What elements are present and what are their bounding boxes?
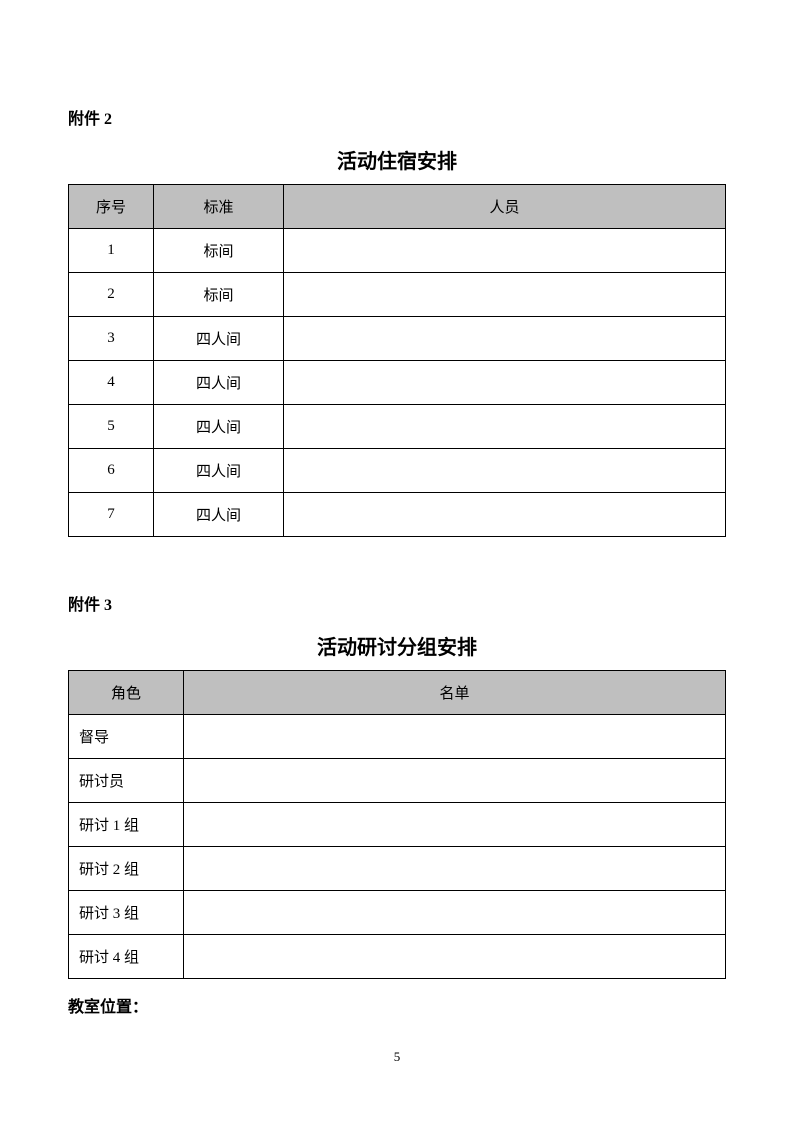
page-number: 5 [0,1049,794,1065]
cell-personnel [284,449,726,493]
cell-personnel [284,493,726,537]
classroom-location-label: 教室位置： [68,993,726,1017]
column-header-index: 序号 [69,185,154,229]
table-row: 研讨 4 组 [69,935,726,979]
cell-index: 6 [69,449,154,493]
cell-namelist [184,715,726,759]
cell-role: 研讨 1 组 [69,803,184,847]
column-header-namelist: 名单 [184,671,726,715]
cell-standard: 四人间 [154,361,284,405]
table-row: 6 四人间 [69,449,726,493]
cell-namelist [184,847,726,891]
table-row: 研讨员 [69,759,726,803]
discussion-title: 活动研讨分组安排 [68,631,726,660]
cell-standard: 四人间 [154,449,284,493]
cell-role: 研讨 2 组 [69,847,184,891]
column-header-role: 角色 [69,671,184,715]
discussion-table: 角色 名单 督导 研讨员 研讨 1 组 研讨 2 组 研讨 3 组 [68,670,726,979]
cell-personnel [284,405,726,449]
attachment-2-label: 附件 2 [68,105,726,129]
cell-index: 2 [69,273,154,317]
table-row: 4 四人间 [69,361,726,405]
table-row: 3 四人间 [69,317,726,361]
table-header-row: 序号 标准 人员 [69,185,726,229]
accommodation-title: 活动住宿安排 [68,145,726,174]
cell-personnel [284,361,726,405]
cell-personnel [284,317,726,361]
table-row: 2 标间 [69,273,726,317]
cell-namelist [184,891,726,935]
cell-personnel [284,229,726,273]
table-row: 5 四人间 [69,405,726,449]
document-page: 附件 2 活动住宿安排 序号 标准 人员 1 标间 2 标间 3 四人间 [0,0,794,1077]
cell-index: 3 [69,317,154,361]
cell-standard: 四人间 [154,493,284,537]
cell-standard: 标间 [154,273,284,317]
accommodation-table: 序号 标准 人员 1 标间 2 标间 3 四人间 4 [68,184,726,537]
cell-namelist [184,803,726,847]
cell-standard: 四人间 [154,405,284,449]
cell-standard: 标间 [154,229,284,273]
table-row: 7 四人间 [69,493,726,537]
cell-standard: 四人间 [154,317,284,361]
table-row: 1 标间 [69,229,726,273]
cell-role: 研讨 3 组 [69,891,184,935]
attachment-3-label: 附件 3 [68,591,726,615]
cell-index: 4 [69,361,154,405]
table-row: 督导 [69,715,726,759]
table-header-row: 角色 名单 [69,671,726,715]
cell-role: 研讨员 [69,759,184,803]
cell-namelist [184,759,726,803]
column-header-personnel: 人员 [284,185,726,229]
cell-index: 1 [69,229,154,273]
table-row: 研讨 3 组 [69,891,726,935]
table-row: 研讨 2 组 [69,847,726,891]
cell-personnel [284,273,726,317]
cell-namelist [184,935,726,979]
column-header-standard: 标准 [154,185,284,229]
table-row: 研讨 1 组 [69,803,726,847]
cell-index: 5 [69,405,154,449]
cell-role: 研讨 4 组 [69,935,184,979]
cell-index: 7 [69,493,154,537]
cell-role: 督导 [69,715,184,759]
